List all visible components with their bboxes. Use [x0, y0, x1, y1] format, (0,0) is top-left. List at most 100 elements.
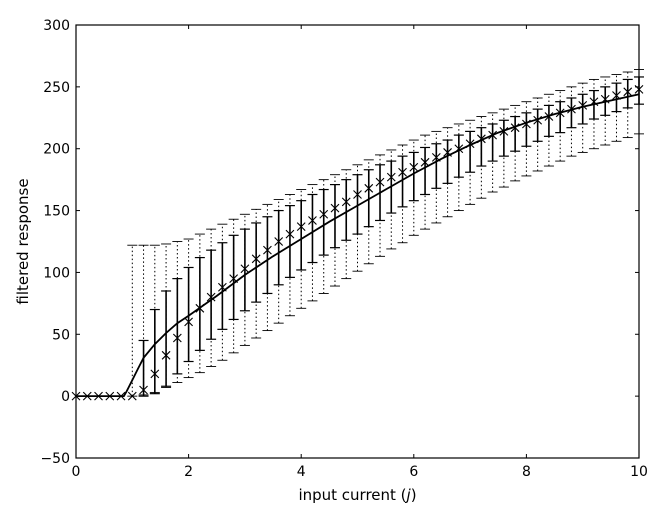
solid-errorbar [217, 242, 228, 330]
solid-errorbar [408, 151, 419, 202]
x-marker [308, 216, 317, 225]
x-marker [589, 97, 599, 107]
x-marker-stroke-b [127, 391, 137, 401]
solid-errorbar [341, 179, 352, 241]
solid-errorbar [566, 97, 577, 129]
dotted-errorbar [408, 139, 419, 236]
solid-errorbar [510, 115, 521, 152]
dotted-errorbar [228, 218, 239, 354]
dotted-errorbar [273, 198, 284, 324]
dotted-errorbar [543, 93, 554, 167]
x-marker-stroke-b [139, 385, 148, 395]
x-marker-stroke-b [533, 115, 543, 125]
x-marker [465, 139, 475, 149]
solid-errorbar [577, 93, 588, 125]
x-marker [555, 108, 565, 118]
solid-errorbar [555, 101, 566, 134]
solid-errorbar [194, 256, 205, 351]
x-marker-stroke-b [319, 209, 329, 219]
solid-errorbar [476, 127, 487, 167]
x-marker-stroke-b [623, 87, 633, 97]
x-marker-stroke-b [195, 303, 205, 313]
x-marker [217, 282, 227, 292]
x-marker [533, 115, 543, 125]
x-marker [330, 203, 340, 213]
dotted-errorbar [363, 159, 374, 265]
y-tick-label: 100 [43, 265, 70, 281]
x-marker [229, 274, 239, 284]
x-marker [274, 237, 284, 246]
dotted-errorbar [566, 86, 577, 157]
x-marker [94, 391, 103, 401]
plot-marks [71, 69, 644, 401]
x-axis-title-variable: j [405, 486, 412, 504]
solid-errorbar [307, 193, 318, 264]
dotted-errorbar [588, 78, 599, 150]
x-marker-stroke-b [274, 237, 284, 246]
solid-errorbar [161, 290, 172, 387]
x-marker [206, 292, 216, 302]
x-marker-stroke-b [555, 108, 565, 118]
x-marker [195, 303, 205, 313]
solid-errorbar [296, 200, 307, 271]
x-marker-stroke-b [217, 282, 227, 292]
x-marker-stroke-b [443, 148, 452, 157]
solid-errorbar [251, 222, 262, 303]
x-marker [263, 245, 272, 255]
x-marker [454, 144, 464, 154]
solid-errorbar [453, 134, 464, 178]
x-marker [285, 229, 295, 239]
x-marker [341, 197, 351, 207]
x-tick-label: 10 [630, 464, 648, 480]
x-marker [161, 350, 171, 360]
x-marker [116, 391, 126, 401]
x-marker-stroke-b [341, 197, 351, 207]
plot-frame [75, 24, 640, 459]
y-tick-label: 200 [43, 142, 70, 158]
solid-errorbar [611, 82, 622, 113]
x-marker [386, 172, 396, 182]
y-axis-title: filtered response [14, 178, 32, 304]
x-marker [612, 91, 621, 100]
x-marker-stroke-b [105, 391, 115, 401]
x-tick-label: 6 [409, 464, 418, 480]
x-marker [364, 183, 374, 193]
solid-errorbar [149, 308, 160, 395]
x-marker [476, 134, 486, 144]
x-marker [296, 222, 306, 232]
x-marker [184, 317, 193, 327]
solid-errorbar [420, 146, 431, 196]
x-marker [510, 123, 520, 133]
x-marker-stroke-b [184, 317, 193, 327]
x-marker-stroke-b [240, 264, 250, 274]
x-marker-stroke-b [600, 94, 610, 104]
solid-errorbar [273, 209, 284, 286]
solid-errorbar [239, 228, 250, 312]
x-marker [319, 209, 329, 219]
x-marker [150, 369, 160, 379]
y-tick-label: 250 [43, 80, 70, 96]
x-marker-stroke-b [386, 172, 396, 182]
x-marker-stroke-b [510, 123, 520, 133]
y-tick-label: 50 [52, 327, 70, 343]
dotted-errorbar [510, 104, 521, 182]
x-marker-stroke-b [116, 391, 126, 401]
x-marker-stroke-b [285, 229, 295, 239]
dotted-errorbar [161, 243, 172, 388]
solid-errorbar [487, 123, 498, 162]
x-marker [522, 119, 531, 129]
x-marker [172, 333, 182, 343]
x-marker-stroke-b [465, 139, 475, 149]
response-curve [76, 93, 640, 398]
x-marker [409, 162, 419, 172]
solid-errorbar [431, 143, 442, 189]
x-marker [127, 391, 137, 401]
x-marker [105, 391, 115, 401]
x-marker-stroke-b [296, 222, 306, 232]
x-marker-stroke-b [353, 190, 362, 199]
x-axis-title-prefix: input current ( [298, 486, 406, 504]
y-tick-label: −50 [40, 451, 70, 467]
x-marker-stroke-b [567, 104, 576, 114]
